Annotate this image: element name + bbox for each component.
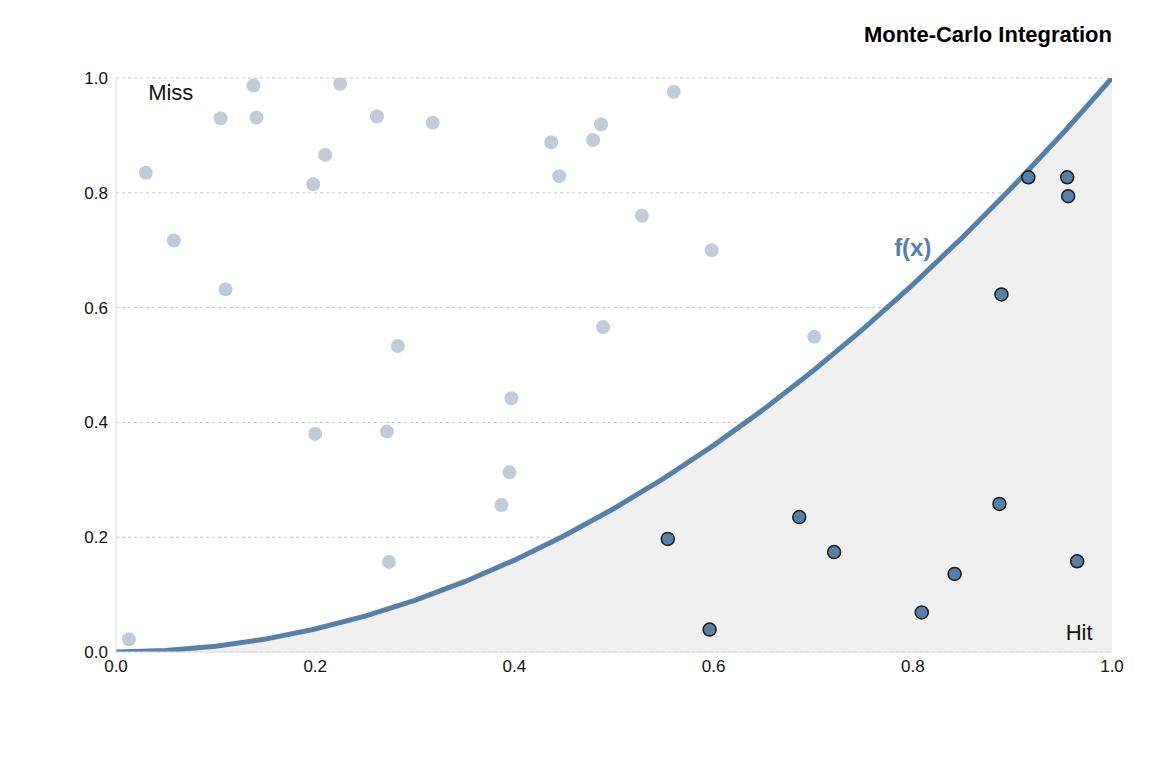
svg-text:1.0: 1.0 [1100,657,1124,676]
svg-text:1.0: 1.0 [84,69,108,88]
html-text:Monte-Carlo Integration: Monte-Carlo Integration [863,22,1112,47]
svg-text:Hit: Hit [1066,620,1093,645]
svg-text:0.8: 0.8 [84,184,108,203]
svg-text:0.0: 0.0 [104,657,128,677]
svg-text:0.2: 0.2 [84,528,108,547]
svg-text:f(x): f(x) [894,234,931,261]
svg-text:0.6: 0.6 [84,299,108,318]
svg-text:0.4: 0.4 [503,657,527,676]
svg-text:Miss: Miss [148,80,193,105]
svg-text:0.4: 0.4 [84,413,108,432]
svg-text:0.8: 0.8 [901,657,925,676]
svg-text:0.6: 0.6 [702,657,726,676]
svg-text:0.2: 0.2 [303,657,327,676]
svg-text:0.0: 0.0 [84,643,108,662]
